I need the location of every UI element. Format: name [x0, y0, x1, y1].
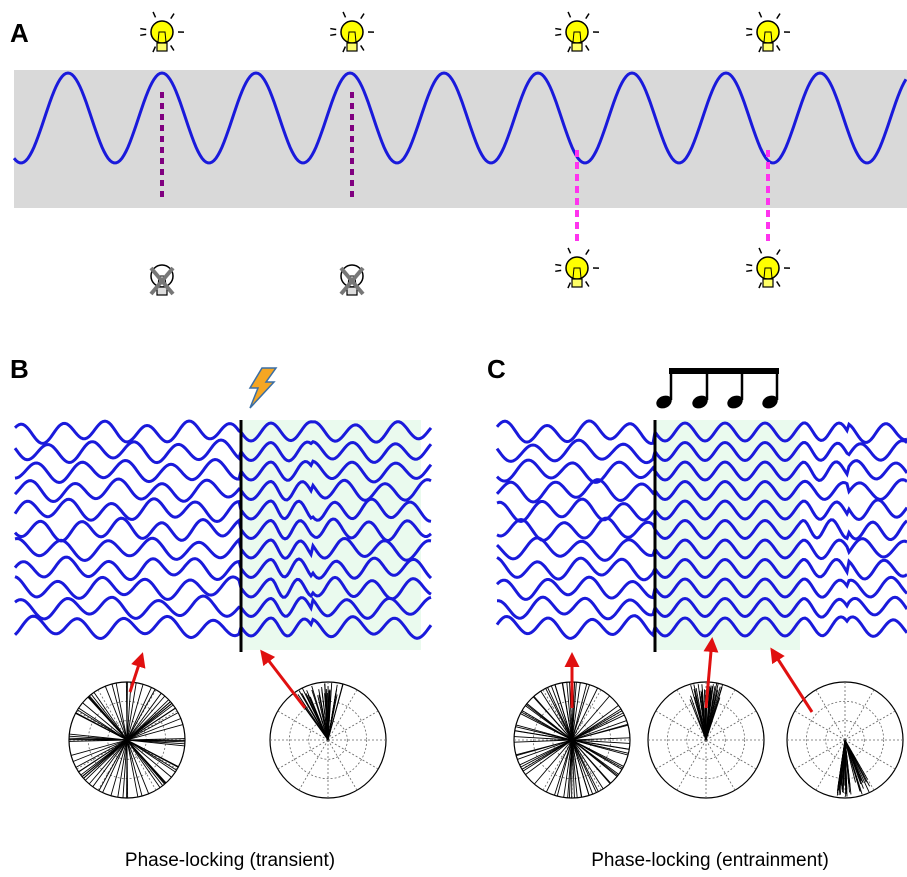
bulb-on — [140, 12, 184, 52]
bulb-ray — [568, 12, 570, 17]
bulb-ray — [555, 265, 561, 266]
figure: A B C Phase-locking (transient) Phase-lo… — [0, 0, 907, 877]
bulb-ray — [153, 47, 155, 52]
bulb-ray — [555, 29, 561, 30]
bulb-ray — [171, 45, 174, 50]
caption: Phase-locking (transient) — [125, 850, 335, 871]
bulb-ray — [343, 12, 345, 17]
bulb-ray — [140, 29, 146, 30]
bulb-base — [763, 279, 773, 287]
bulb-base — [572, 279, 582, 287]
bulb-ray — [759, 47, 761, 52]
bulb-ray — [759, 12, 761, 17]
bulb-base — [572, 43, 582, 51]
music-notes — [654, 368, 780, 411]
bulb-base — [763, 43, 773, 51]
bulb-on — [746, 248, 790, 288]
bulb-off — [341, 265, 363, 295]
panel-label: A — [10, 18, 29, 48]
bulb-ray — [586, 281, 589, 286]
lightning-icon — [250, 368, 276, 408]
bulb-ray — [568, 248, 570, 253]
bulb-ray — [153, 12, 155, 17]
bulb-ray — [746, 34, 752, 35]
phase-vector — [69, 739, 127, 740]
bulb-ray — [777, 281, 780, 286]
bulb-ray — [140, 34, 146, 35]
bulb-ray — [777, 45, 780, 50]
panel-label: C — [487, 354, 506, 384]
bulb-ray — [568, 47, 570, 52]
bulb-base — [347, 43, 357, 51]
bulb-on — [555, 12, 599, 52]
bulb-ray — [330, 29, 336, 30]
bulb-ray — [759, 283, 761, 288]
bulb-on — [746, 12, 790, 52]
bulb-ray — [555, 270, 561, 271]
phase-vector — [127, 740, 128, 798]
bulb-ray — [759, 248, 761, 253]
bulb-base — [157, 43, 167, 51]
bulb-off — [151, 265, 173, 295]
bulb-ray — [746, 270, 752, 271]
bulb-ray — [361, 14, 364, 19]
bulb-ray — [746, 265, 752, 266]
bulb-ray — [171, 14, 174, 19]
panel-label: B — [10, 354, 29, 384]
bulb-ray — [746, 29, 752, 30]
phase-vector — [127, 740, 185, 741]
bulb-ray — [777, 250, 780, 255]
caption: Phase-locking (entrainment) — [591, 850, 829, 871]
bulb-ray — [568, 283, 570, 288]
bulb-ray — [330, 34, 336, 35]
bulb-on — [555, 248, 599, 288]
bulb-ray — [777, 14, 780, 19]
phase-vector — [126, 682, 127, 740]
bulb-ray — [586, 14, 589, 19]
bulb-on — [330, 12, 374, 52]
bulb-ray — [586, 45, 589, 50]
bulb-ray — [343, 47, 345, 52]
bulb-ray — [361, 45, 364, 50]
bulb-ray — [586, 250, 589, 255]
bulb-ray — [555, 34, 561, 35]
